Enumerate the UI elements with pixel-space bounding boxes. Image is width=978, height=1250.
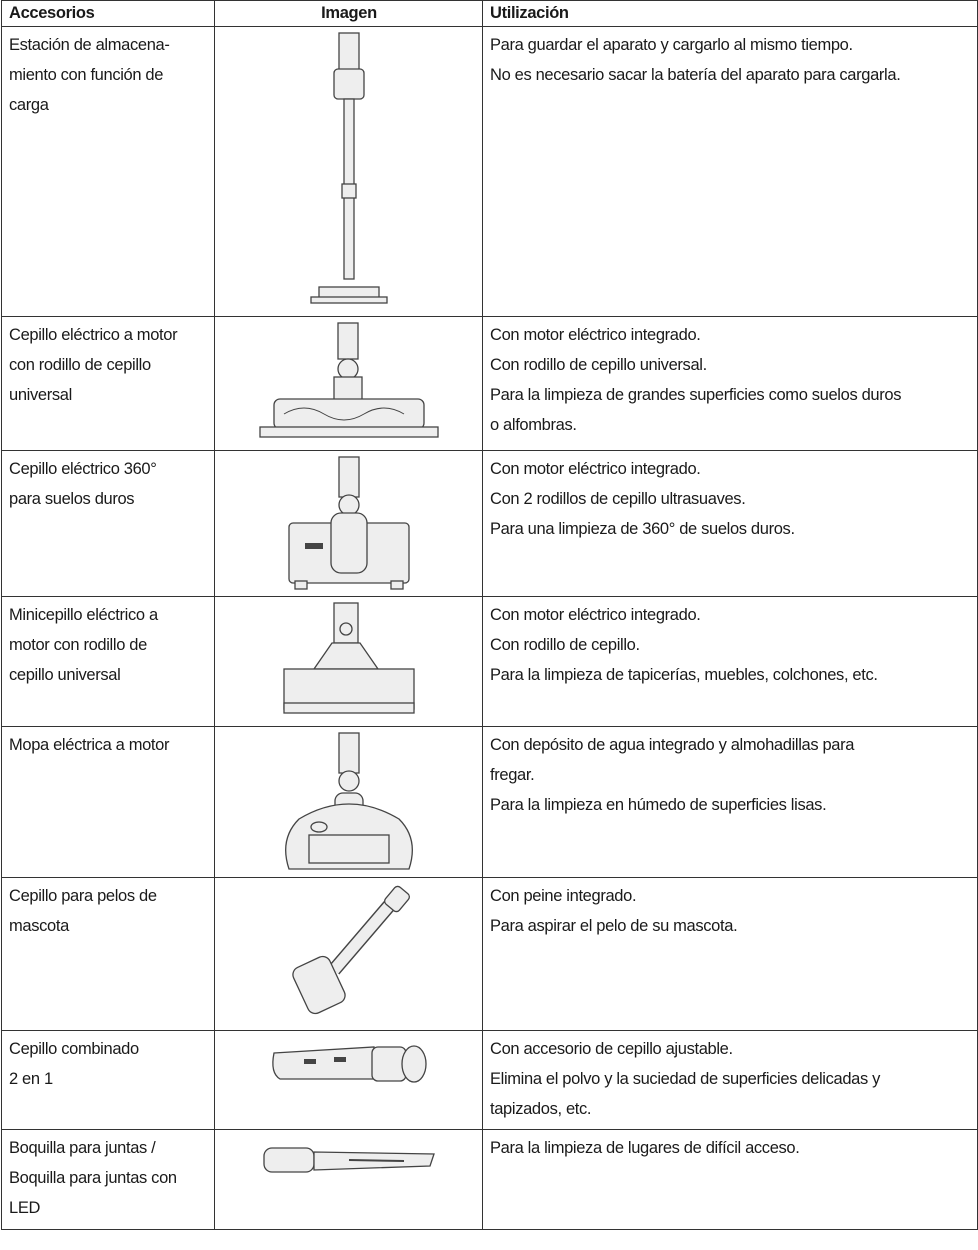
header-cell: Imagen <box>214 0 483 27</box>
cell-line: Boquilla para juntas / <box>9 1139 156 1157</box>
image-cell <box>214 726 483 878</box>
cell-line: Con rodillo de cepillo. <box>490 636 640 654</box>
cell-line: Para aspirar el pelo de su mascota. <box>490 917 738 935</box>
accessory-cell: Boquilla para juntas / Boquilla para junt… <box>1 1129 215 1230</box>
accessory-cell: Mopa eléctrica a motor <box>1 726 215 878</box>
table-row: Cepillo eléctrico 360° para suelos duros C… <box>1 450 978 597</box>
image-cell <box>214 316 483 451</box>
accessory-cell: Cepillo eléctrico a motor con rodillo de … <box>1 316 215 451</box>
cell-line: miento con función de <box>9 66 164 84</box>
accessory-illustration <box>291 885 410 1015</box>
cell-line: motor con rodillo de <box>9 636 147 654</box>
accessory-cell: Cepillo para pelos de mascota <box>1 877 215 1031</box>
image-cell <box>214 450 483 597</box>
cell-line: Para una limpieza de 360° de suelos duro… <box>490 520 795 538</box>
usage-cell: Con motor eléctrico integrado. Con rodill… <box>482 316 978 451</box>
cell-line: mascota <box>9 917 69 935</box>
table-row: Boquilla para juntas / Boquilla para junt… <box>1 1129 978 1230</box>
image-cell <box>214 26 483 317</box>
accessory-illustration <box>309 32 388 304</box>
accessory-illustration <box>284 732 413 870</box>
cell-line: LED <box>9 1199 41 1217</box>
accessory-illustration <box>282 602 415 714</box>
cell-line: Elimina el polvo y la suciedad de superf… <box>490 1070 881 1088</box>
table-row: Estación de almacena-miento con función … <box>1 26 978 317</box>
cell-line: carga <box>9 96 49 114</box>
table-row: Cepillo combinado 2 en 1 Con accesorio de … <box>1 1030 978 1130</box>
cell-line: fregar. <box>490 766 535 784</box>
cell-line: Cepillo para pelos de <box>9 887 157 905</box>
usage-cell: Con depósito de agua integrado y almohad… <box>482 726 978 878</box>
table-body: Estación de almacena-miento con función … <box>1 26 978 1230</box>
accessory-cell: Cepillo combinado 2 en 1 <box>1 1030 215 1130</box>
cell-line: Cepillo eléctrico 360° <box>9 460 157 478</box>
table-row: Cepillo para pelos de mascota Con peine in… <box>1 877 978 1031</box>
cell-line: 2 en 1 <box>9 1070 53 1088</box>
cell-line: Mopa eléctrica a motor <box>9 736 170 754</box>
image-cell <box>214 1030 483 1130</box>
usage-cell: Con motor eléctrico integrado. Con 2 rodi… <box>482 450 978 597</box>
cell-line: Con accesorio de cepillo ajustable. <box>490 1040 733 1058</box>
image-cell <box>214 596 483 727</box>
accessory-cell: Estación de almacena-miento con función … <box>1 26 215 317</box>
usage-cell: Con motor eléctrico integrado. Con rodill… <box>482 596 978 727</box>
cell-line: universal <box>9 386 72 404</box>
cell-line: Para la limpieza de tapicerías, muebles,… <box>490 666 878 684</box>
cell-line: Cepillo eléctrico a motor <box>9 326 178 344</box>
cell-line: Para la limpieza de lugares de difícil a… <box>490 1139 800 1157</box>
cell-line: Con 2 rodillos de cepillo ultrasuaves. <box>490 490 746 508</box>
cell-line: cepillo universal <box>9 666 121 684</box>
accessory-cell: Cepillo eléctrico 360° para suelos duros <box>1 450 215 597</box>
header-cell: Accesorios <box>1 0 215 27</box>
cell-line: Con motor eléctrico integrado. <box>490 460 701 478</box>
cell-line: Cepillo combinado <box>9 1040 139 1058</box>
accessory-illustration <box>262 1147 435 1173</box>
usage-cell: Con peine integrado. Para aspirar el pelo… <box>482 877 978 1031</box>
table-row: Mopa eléctrica a motor Con depósito de ag… <box>1 726 978 878</box>
cell-line: con rodillo de cepillo <box>9 356 151 374</box>
accessory-illustration <box>271 1045 427 1083</box>
accessory-cell: Minicepillo eléctrico a motor con rodillo… <box>1 596 215 727</box>
usage-cell: Para la limpieza de lugares de difícil a… <box>482 1129 978 1230</box>
table-row: Minicepillo eléctrico a motor con rodillo… <box>1 596 978 727</box>
table-row: Cepillo eléctrico a motor con rodillo de … <box>1 316 978 451</box>
cell-line: No es necesario sacar la batería del apa… <box>490 66 901 84</box>
cell-line: Boquilla para juntas con <box>9 1169 177 1187</box>
cell-line: tapizados, etc. <box>490 1100 592 1118</box>
cell-line: Para guardar el aparato y cargarlo al mi… <box>490 36 853 54</box>
header-cell: Utilización <box>482 0 978 27</box>
image-cell <box>214 1129 483 1230</box>
accessory-illustration <box>258 322 439 438</box>
accessory-illustration <box>287 456 410 590</box>
usage-cell: Con accesorio de cepillo ajustable. Elimi… <box>482 1030 978 1130</box>
cell-line: Con motor eléctrico integrado. <box>490 606 701 624</box>
header-row: Accesorios Imagen Utilización <box>1 0 978 27</box>
cell-line: Minicepillo eléctrico a <box>9 606 158 624</box>
cell-line: Con depósito de agua integrado y almohad… <box>490 736 855 754</box>
cell-line: Para la limpieza en húmedo de superficie… <box>490 796 827 814</box>
cell-line: Con motor eléctrico integrado. <box>490 326 701 344</box>
cell-line: o alfombras. <box>490 416 577 434</box>
cell-line: Con peine integrado. <box>490 887 637 905</box>
usage-cell: Para guardar el aparato y cargarlo al mi… <box>482 26 978 317</box>
cell-line: Estación de almacena- <box>9 36 170 54</box>
cell-line: Para la limpieza de grandes superficies … <box>490 386 902 404</box>
image-cell <box>214 877 483 1031</box>
cell-line: Con rodillo de cepillo universal. <box>490 356 707 374</box>
cell-line: para suelos duros <box>9 490 135 508</box>
